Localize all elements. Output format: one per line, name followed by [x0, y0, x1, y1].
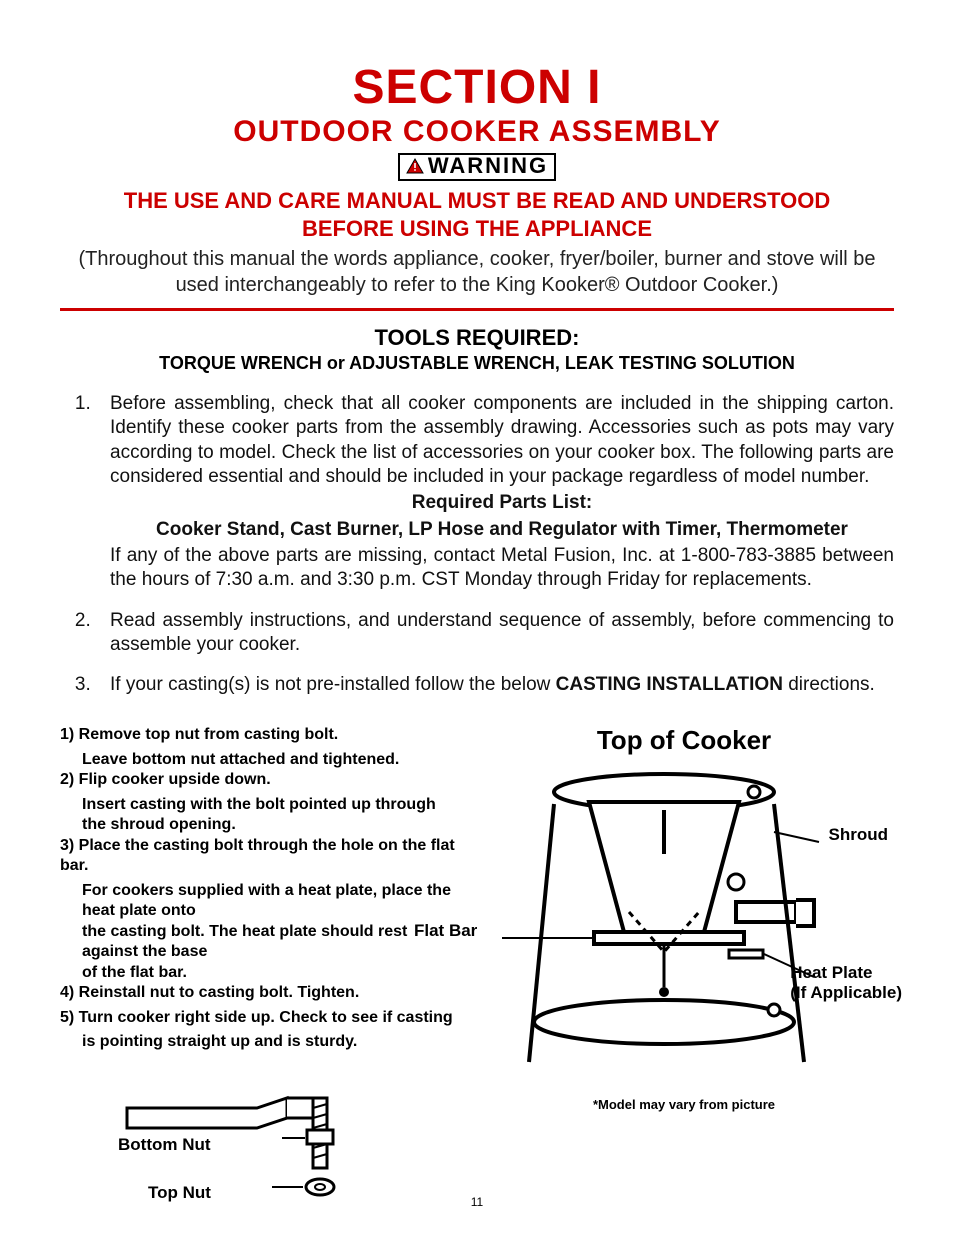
inst-5b: is pointing straight up and is sturdy. — [82, 1032, 464, 1052]
step-3-pre: If your casting(s) is not pre-installed … — [110, 674, 556, 695]
top-of-cooker-label: Top of Cooker — [474, 725, 894, 756]
inst-1a: 1) Remove top nut from casting bolt. — [60, 725, 464, 745]
tools-list: TORQUE WRENCH or ADJUSTABLE WRENCH, LEAK… — [60, 353, 894, 374]
step-3-post: directions. — [783, 674, 875, 695]
warning-badge: WARNING — [398, 153, 556, 181]
install-list: 1) Remove top nut from casting bolt. Lea… — [60, 725, 464, 1052]
inst-3d: of the flat bar. — [82, 963, 464, 983]
warning-label: WARNING — [428, 153, 548, 178]
inst-5a: 5) Turn cooker right side up. Check to s… — [60, 1008, 464, 1028]
inst-2b: Insert casting with the bolt pointed up … — [82, 795, 464, 815]
inst-3b: For cookers supplied with a heat plate, … — [82, 881, 464, 922]
installation-section: 1) Remove top nut from casting bolt. Lea… — [60, 725, 894, 1213]
care-line-2: BEFORE USING THE APPLIANCE — [60, 215, 894, 243]
bottom-nut-label: Bottom Nut — [118, 1135, 211, 1155]
page-number: 11 — [0, 1195, 954, 1209]
cooker-diagram-icon — [474, 762, 894, 1082]
heat-plate-label-2: (If Applicable) — [790, 983, 902, 1003]
step-3: If your casting(s) is not pre-installed … — [96, 673, 894, 697]
step-3-bold: CASTING INSTALLATION — [556, 674, 783, 695]
required-parts-list: Cooker Stand, Cast Burner, LP Hose and R… — [110, 518, 894, 542]
step-1-text-b: If any of the above parts are missing, c… — [110, 545, 894, 590]
inst-3c: the casting bolt. The heat plate should … — [82, 922, 464, 963]
inst-2c: the shroud opening. — [82, 815, 464, 835]
sub-title: OUTDOOR COOKER ASSEMBLY — [60, 115, 894, 149]
shroud-label: Shroud — [829, 825, 889, 845]
tools-heading: TOOLS REQUIRED: — [60, 325, 894, 351]
model-note: *Model may vary from picture — [474, 1097, 894, 1112]
care-line-1: THE USE AND CARE MANUAL MUST BE READ AND… — [60, 187, 894, 215]
page-title: SECTION I — [60, 60, 894, 115]
inst-2a: 2) Flip cooker upside down. — [60, 770, 464, 790]
page-container: SECTION I OUTDOOR COOKER ASSEMBLY WARNIN… — [0, 0, 954, 1239]
step-1: Before assembling, check that all cooker… — [96, 392, 894, 593]
heat-plate-label-1: Heat Plate — [790, 963, 902, 983]
cooker-diagram-col: Top of Cooker — [474, 725, 894, 1213]
step-2: Read assembly instructions, and understa… — [96, 609, 894, 658]
install-instructions-col: 1) Remove top nut from casting bolt. Lea… — [60, 725, 464, 1213]
inst-4: 4) Reinstall nut to casting bolt. Tighte… — [60, 983, 464, 1003]
step-1-text-a: Before assembling, check that all cooker… — [110, 393, 894, 487]
red-divider — [60, 308, 894, 311]
main-steps-list: Before assembling, check that all cooker… — [60, 392, 894, 697]
warning-triangle-icon — [406, 158, 424, 174]
care-text: THE USE AND CARE MANUAL MUST BE READ AND… — [60, 187, 894, 242]
required-parts-heading: Required Parts List: — [110, 491, 894, 515]
intro-text: (Throughout this manual the words applia… — [60, 246, 894, 298]
inst-3a: 3) Place the casting bolt through the ho… — [60, 836, 464, 877]
inst-1b: Leave bottom nut attached and tightened. — [82, 750, 464, 770]
flat-bar-label: Flat Bar — [414, 921, 477, 941]
bolt-figure: Bottom Nut Top Nut — [60, 1068, 464, 1213]
